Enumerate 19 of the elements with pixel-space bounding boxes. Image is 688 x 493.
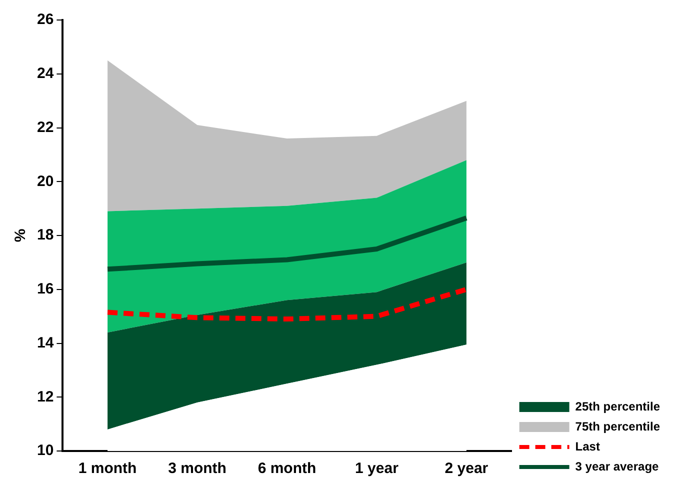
x-tick-label: 6 month [258,460,316,478]
y-tick-label: 20 [36,172,54,190]
x-tick-label: 2 year [444,460,488,478]
y-axis-title: % [12,228,30,242]
y-tick-label: 16 [36,280,54,298]
x-tick-label: 1 year [355,460,399,478]
legend-label: 75th percentile [575,419,660,434]
y-tick-label: 18 [36,226,54,244]
y-tick-label: 14 [36,334,54,352]
y-tick-label: 24 [36,65,54,82]
y-tick-label: 12 [36,388,54,406]
x-tick-label: 1 month [78,460,137,478]
legend-label: 25th percentile [575,399,660,414]
y-tick-label: 22 [36,118,54,136]
legend-label: Last [575,439,600,454]
x-tick-label: 3 month [168,460,226,478]
legend-label: 3 year average [575,459,660,474]
y-tick-label: 10 [36,442,54,460]
y-tick-label: 26 [36,11,54,28]
